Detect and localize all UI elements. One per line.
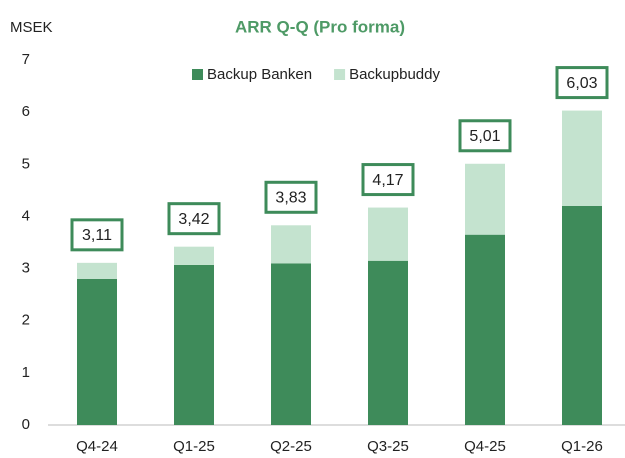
y-tick-label: 5 <box>22 155 30 172</box>
y-tick-label: 4 <box>22 207 30 224</box>
total-box <box>458 119 512 153</box>
y-tick-label: 7 <box>22 51 30 68</box>
total-box <box>264 180 318 214</box>
bar-segment <box>77 279 117 425</box>
bar-segment <box>465 163 505 235</box>
x-tick-label: Q1-26 <box>561 438 603 455</box>
legend-swatch <box>334 69 346 80</box>
total-box <box>555 66 609 100</box>
bar-segment <box>271 263 311 425</box>
total-box <box>361 163 415 197</box>
bar-segment <box>562 110 602 206</box>
bar-segment <box>465 234 505 425</box>
y-tick-label: 6 <box>22 103 30 120</box>
legend-label: Backup Banken <box>207 66 312 83</box>
y-tick-label: 2 <box>22 312 30 329</box>
total-label: 3,42 <box>178 211 209 228</box>
chart-title: ARR Q-Q (Pro forma) <box>235 17 405 36</box>
x-tick-label: Q2-25 <box>270 438 312 455</box>
total-label: 5,01 <box>469 128 500 145</box>
bar-segment <box>368 207 408 261</box>
bar-segment <box>562 206 602 425</box>
y-tick-label: 1 <box>22 364 30 381</box>
y-tick-label: 0 <box>22 416 30 433</box>
bar-segment <box>174 264 214 425</box>
total-label: 6,03 <box>566 75 597 92</box>
x-tick-label: Q4-24 <box>76 438 118 455</box>
total-label: 3,11 <box>82 227 112 244</box>
x-tick-label: Q4-25 <box>464 438 506 455</box>
bar-segment <box>271 225 311 264</box>
legend-label: Backupbuddy <box>349 66 440 83</box>
total-label: 3,83 <box>275 190 306 207</box>
bar-segment <box>77 262 117 279</box>
bar-segment <box>368 260 408 425</box>
x-tick-label: Q3-25 <box>367 438 409 455</box>
total-label: 4,17 <box>372 172 403 189</box>
total-box <box>70 218 124 252</box>
legend-swatch <box>192 69 203 80</box>
bar-segment <box>174 246 214 265</box>
y-tick-label: 3 <box>22 260 30 277</box>
total-box <box>167 202 221 236</box>
y-axis-label: MSEK <box>10 19 53 36</box>
x-tick-label: Q1-25 <box>173 438 215 455</box>
